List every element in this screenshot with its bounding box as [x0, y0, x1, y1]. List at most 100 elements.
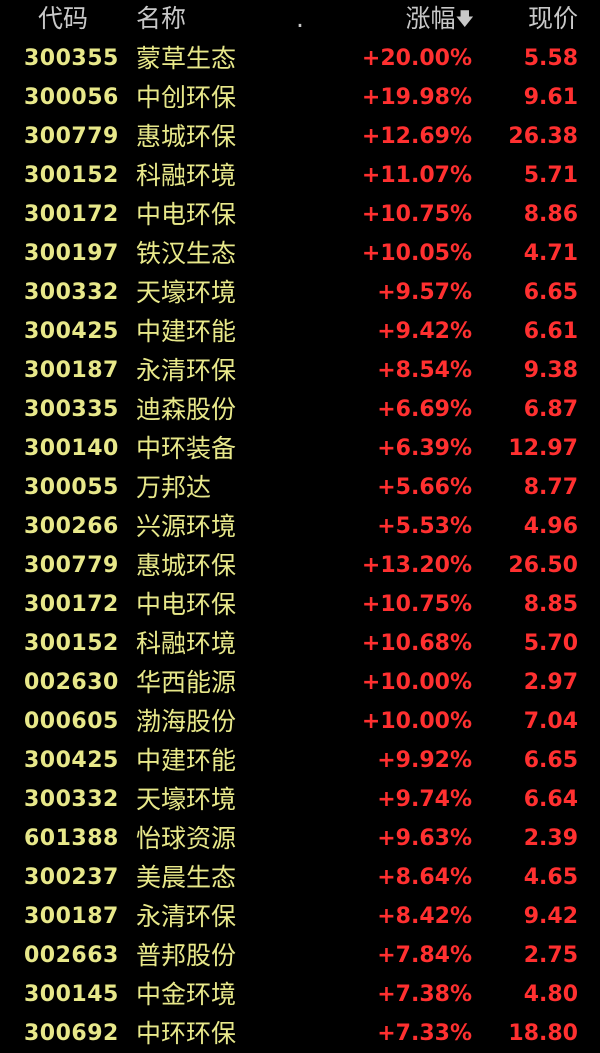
- table-row[interactable]: 300266 兴源环境 +5.53% 4.96: [0, 507, 600, 546]
- stock-name: 中建环能: [136, 317, 237, 346]
- table-row[interactable]: 000605 渤海股份 +10.00% 7.04: [0, 702, 600, 741]
- stock-code: 300056: [24, 85, 119, 110]
- stock-name: 中电环保: [136, 590, 237, 619]
- table-row[interactable]: 300152 科融环境 +10.68% 5.70: [0, 624, 600, 663]
- current-price: 6.65: [523, 748, 578, 773]
- current-price: 12.97: [508, 436, 578, 461]
- current-price: 4.71: [523, 241, 578, 266]
- current-price: 8.85: [523, 592, 578, 617]
- current-price: 6.87: [523, 397, 578, 422]
- change-percent: +10.75%: [361, 202, 472, 227]
- change-percent: +19.98%: [361, 85, 472, 110]
- stock-code: 300332: [24, 280, 119, 305]
- stock-name: 惠城环保: [136, 551, 237, 580]
- stock-name: 科融环境: [136, 629, 237, 658]
- stock-name: 中金环境: [136, 980, 237, 1009]
- stock-code: 300152: [24, 163, 119, 188]
- stock-code: 601388: [24, 826, 119, 851]
- stock-code: 300172: [24, 202, 119, 227]
- stock-code: 300332: [24, 787, 119, 812]
- table-row[interactable]: 300140 中环装备 +6.39% 12.97: [0, 429, 600, 468]
- change-percent: +5.66%: [377, 475, 472, 500]
- table-row[interactable]: 300692 中环环保 +7.33% 18.80: [0, 1014, 600, 1053]
- table-row[interactable]: 300332 天壕环境 +9.57% 6.65: [0, 273, 600, 312]
- current-price: 6.61: [523, 319, 578, 344]
- stock-name: 中创环保: [136, 83, 237, 112]
- stock-name: 铁汉生态: [136, 239, 237, 268]
- stock-code: 300425: [24, 319, 119, 344]
- table-row[interactable]: 300355 蒙草生态 +20.00% 5.58: [0, 39, 600, 78]
- stock-name: 永清环保: [136, 356, 237, 385]
- stock-name: 中建环能: [136, 746, 237, 775]
- current-price: 4.80: [523, 982, 578, 1007]
- table-row[interactable]: 300425 中建环能 +9.92% 6.65: [0, 741, 600, 780]
- column-header-code[interactable]: 代码: [38, 4, 89, 33]
- current-price: 26.38: [508, 124, 578, 149]
- stock-code: 300145: [24, 982, 119, 1007]
- table-row[interactable]: 300237 美晨生态 +8.64% 4.65: [0, 858, 600, 897]
- table-row[interactable]: 002630 华西能源 +10.00% 2.97: [0, 663, 600, 702]
- column-header-dot: .: [296, 4, 304, 33]
- table-row[interactable]: 002663 普邦股份 +7.84% 2.75: [0, 936, 600, 975]
- table-row[interactable]: 300187 永清环保 +8.54% 9.38: [0, 351, 600, 390]
- table-row[interactable]: 300335 迪森股份 +6.69% 6.87: [0, 390, 600, 429]
- table-row[interactable]: 300145 中金环境 +7.38% 4.80: [0, 975, 600, 1014]
- stock-code: 300055: [24, 475, 119, 500]
- current-price: 6.64: [523, 787, 578, 812]
- stock-name: 蒙草生态: [136, 44, 237, 73]
- column-header-change-label: 涨幅: [405, 4, 456, 33]
- stock-name: 渤海股份: [136, 707, 237, 736]
- stock-name: 普邦股份: [136, 941, 237, 970]
- change-percent: +7.84%: [377, 943, 472, 968]
- stock-name: 科融环境: [136, 161, 237, 190]
- stock-code: 300355: [24, 46, 119, 71]
- table-header: 代码 名称 . 涨幅🡇 现价: [0, 0, 600, 39]
- change-percent: +8.54%: [377, 358, 472, 383]
- table-row[interactable]: 300172 中电环保 +10.75% 8.86: [0, 195, 600, 234]
- stock-name: 永清环保: [136, 902, 237, 931]
- sort-down-arrow-icon: 🡇: [455, 9, 474, 30]
- current-price: 4.96: [523, 514, 578, 539]
- stock-code: 300237: [24, 865, 119, 890]
- current-price: 5.58: [523, 46, 578, 71]
- table-row[interactable]: 300332 天壕环境 +9.74% 6.64: [0, 780, 600, 819]
- change-percent: +12.69%: [361, 124, 472, 149]
- change-percent: +9.74%: [377, 787, 472, 812]
- table-row[interactable]: 300055 万邦达 +5.66% 8.77: [0, 468, 600, 507]
- stock-name: 中电环保: [136, 200, 237, 229]
- current-price: 8.86: [523, 202, 578, 227]
- change-percent: +10.05%: [361, 241, 472, 266]
- stock-name: 兴源环境: [136, 512, 237, 541]
- change-percent: +9.42%: [377, 319, 472, 344]
- change-percent: +6.39%: [377, 436, 472, 461]
- stock-code: 300779: [24, 553, 119, 578]
- change-percent: +9.92%: [377, 748, 472, 773]
- current-price: 7.04: [523, 709, 578, 734]
- column-header-change[interactable]: 涨幅🡇: [405, 2, 474, 37]
- column-header-name[interactable]: 名称: [136, 4, 187, 33]
- stock-code: 300140: [24, 436, 119, 461]
- change-percent: +9.57%: [377, 280, 472, 305]
- column-header-price[interactable]: 现价: [527, 4, 578, 33]
- table-row[interactable]: 300172 中电环保 +10.75% 8.85: [0, 585, 600, 624]
- change-percent: +13.20%: [361, 553, 472, 578]
- change-percent: +10.00%: [361, 709, 472, 734]
- table-row[interactable]: 300425 中建环能 +9.42% 6.61: [0, 312, 600, 351]
- stock-name: 天壕环境: [136, 785, 237, 814]
- change-percent: +7.38%: [377, 982, 472, 1007]
- current-price: 5.70: [523, 631, 578, 656]
- table-row[interactable]: 300779 惠城环保 +13.20% 26.50: [0, 546, 600, 585]
- stock-code: 300172: [24, 592, 119, 617]
- stock-name: 美晨生态: [136, 863, 237, 892]
- stock-code: 300692: [24, 1021, 119, 1046]
- table-row[interactable]: 300056 中创环保 +19.98% 9.61: [0, 78, 600, 117]
- stock-list: 300355 蒙草生态 +20.00% 5.58 300056 中创环保 +19.98% 9.…: [0, 39, 600, 1053]
- table-row[interactable]: 300152 科融环境 +11.07% 5.71: [0, 156, 600, 195]
- table-row[interactable]: 601388 怡球资源 +9.63% 2.39: [0, 819, 600, 858]
- table-row[interactable]: 300197 铁汉生态 +10.05% 4.71: [0, 234, 600, 273]
- table-row[interactable]: 300779 惠城环保 +12.69% 26.38: [0, 117, 600, 156]
- stock-name: 中环环保: [136, 1019, 237, 1048]
- stock-name: 天壕环境: [136, 278, 237, 307]
- current-price: 6.65: [523, 280, 578, 305]
- table-row[interactable]: 300187 永清环保 +8.42% 9.42: [0, 897, 600, 936]
